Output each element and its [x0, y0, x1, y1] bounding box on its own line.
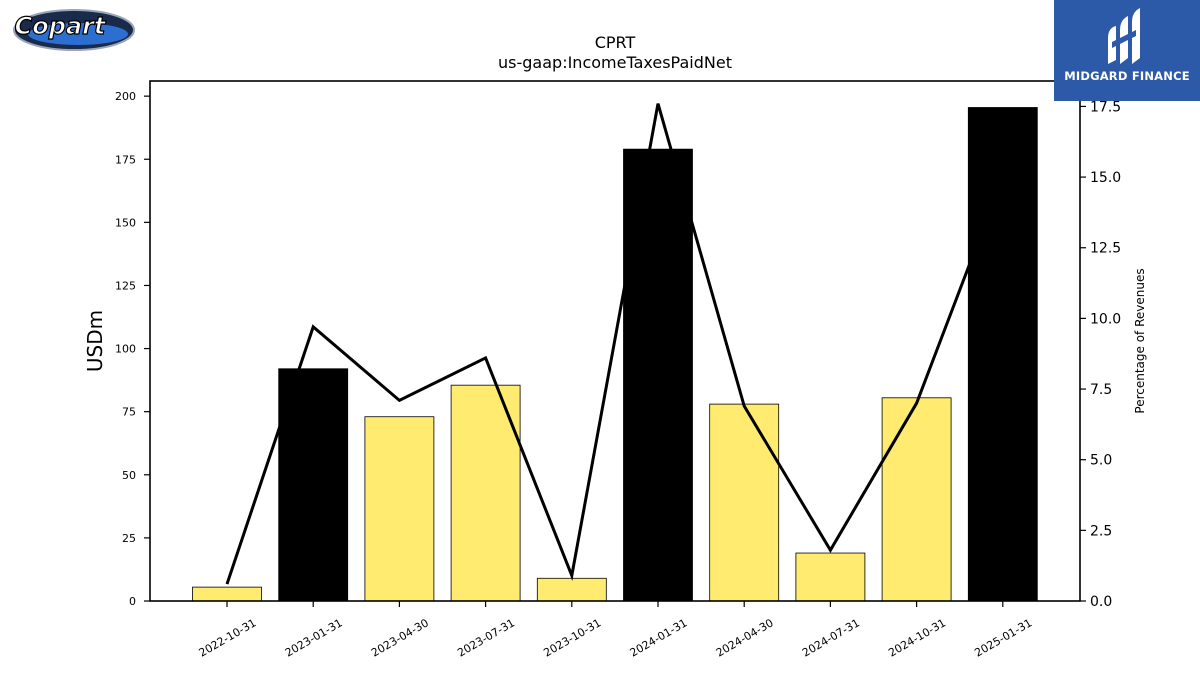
plot-frame [149, 80, 1081, 602]
y-tick-label-175: 175 [115, 153, 136, 166]
midgard-mark-icon [1108, 8, 1140, 64]
y2-tick-label-2.5: 2.5 [1090, 523, 1112, 539]
x-tick-label-2023-01-31: 2023-01-31 [283, 616, 345, 659]
y2-axis-label: Percentage of Revenues [1133, 268, 1147, 413]
x-tick-label-2024-10-31: 2024-10-31 [886, 616, 948, 659]
bar-2024-01-31 [623, 148, 693, 602]
copart-logo-text: Copart [15, 12, 107, 40]
bar-2023-04-30 [364, 416, 435, 602]
midgard-finance-logo: MIDGARD FINANCE [1054, 0, 1200, 101]
x-tick-label-2025-01-31: 2025-01-31 [972, 616, 1034, 659]
bar-2024-07-31 [795, 552, 866, 602]
chart-title: CPRT [595, 33, 636, 52]
bars-group [192, 107, 1038, 602]
x-tick-label-2024-07-31: 2024-07-31 [800, 616, 862, 659]
x-tick-label-2024-04-30: 2024-04-30 [714, 616, 776, 659]
line-group [225, 103, 1005, 585]
midgard-logo-text: MIDGARD FINANCE [1064, 69, 1190, 83]
x-tick-label-2022-10-31: 2022-10-31 [197, 616, 259, 659]
bar-2023-10-31 [536, 577, 607, 602]
bar-2023-01-31 [278, 368, 349, 602]
y2-tick-label-7.5: 7.5 [1090, 382, 1112, 398]
y-tick-label-25: 25 [122, 532, 136, 545]
y-tick-label-0: 0 [129, 595, 136, 608]
x-tick-label-2023-07-31: 2023-07-31 [455, 616, 517, 659]
bar-2023-07-31 [450, 384, 521, 602]
y-tick-label-75: 75 [122, 406, 136, 419]
x-tick-label-2023-04-30: 2023-04-30 [369, 616, 431, 659]
line-series [225, 103, 1005, 585]
y-tick-label-100: 100 [115, 343, 136, 356]
y-tick-label-200: 200 [115, 90, 136, 103]
y-tick-label-150: 150 [115, 216, 136, 229]
chart-subtitle: us-gaap:IncomeTaxesPaidNet [498, 53, 732, 72]
y2-tick-label-0.0: 0.0 [1090, 594, 1112, 610]
y2-tick-label-17.5: 17.5 [1090, 99, 1121, 115]
bar-2024-10-31 [881, 397, 952, 602]
y2-tick-label-10.0: 10.0 [1090, 311, 1121, 327]
y2-tick-label-5.0: 5.0 [1090, 453, 1112, 469]
x-tick-label-2023-10-31: 2023-10-31 [541, 616, 603, 659]
y-tick-label-50: 50 [122, 469, 136, 482]
x-tick-label-2024-01-31: 2024-01-31 [628, 616, 690, 659]
y2-tick-label-12.5: 12.5 [1090, 241, 1121, 257]
copart-logo: Copart [13, 9, 135, 51]
y-tick-label-125: 125 [115, 279, 136, 292]
bar-2024-04-30 [709, 403, 780, 602]
y2-tick-label-15.0: 15.0 [1090, 170, 1121, 186]
y-axis-label: USDm [83, 310, 107, 372]
bar-2025-01-31 [967, 107, 1038, 602]
bar-2022-10-31 [192, 586, 262, 602]
